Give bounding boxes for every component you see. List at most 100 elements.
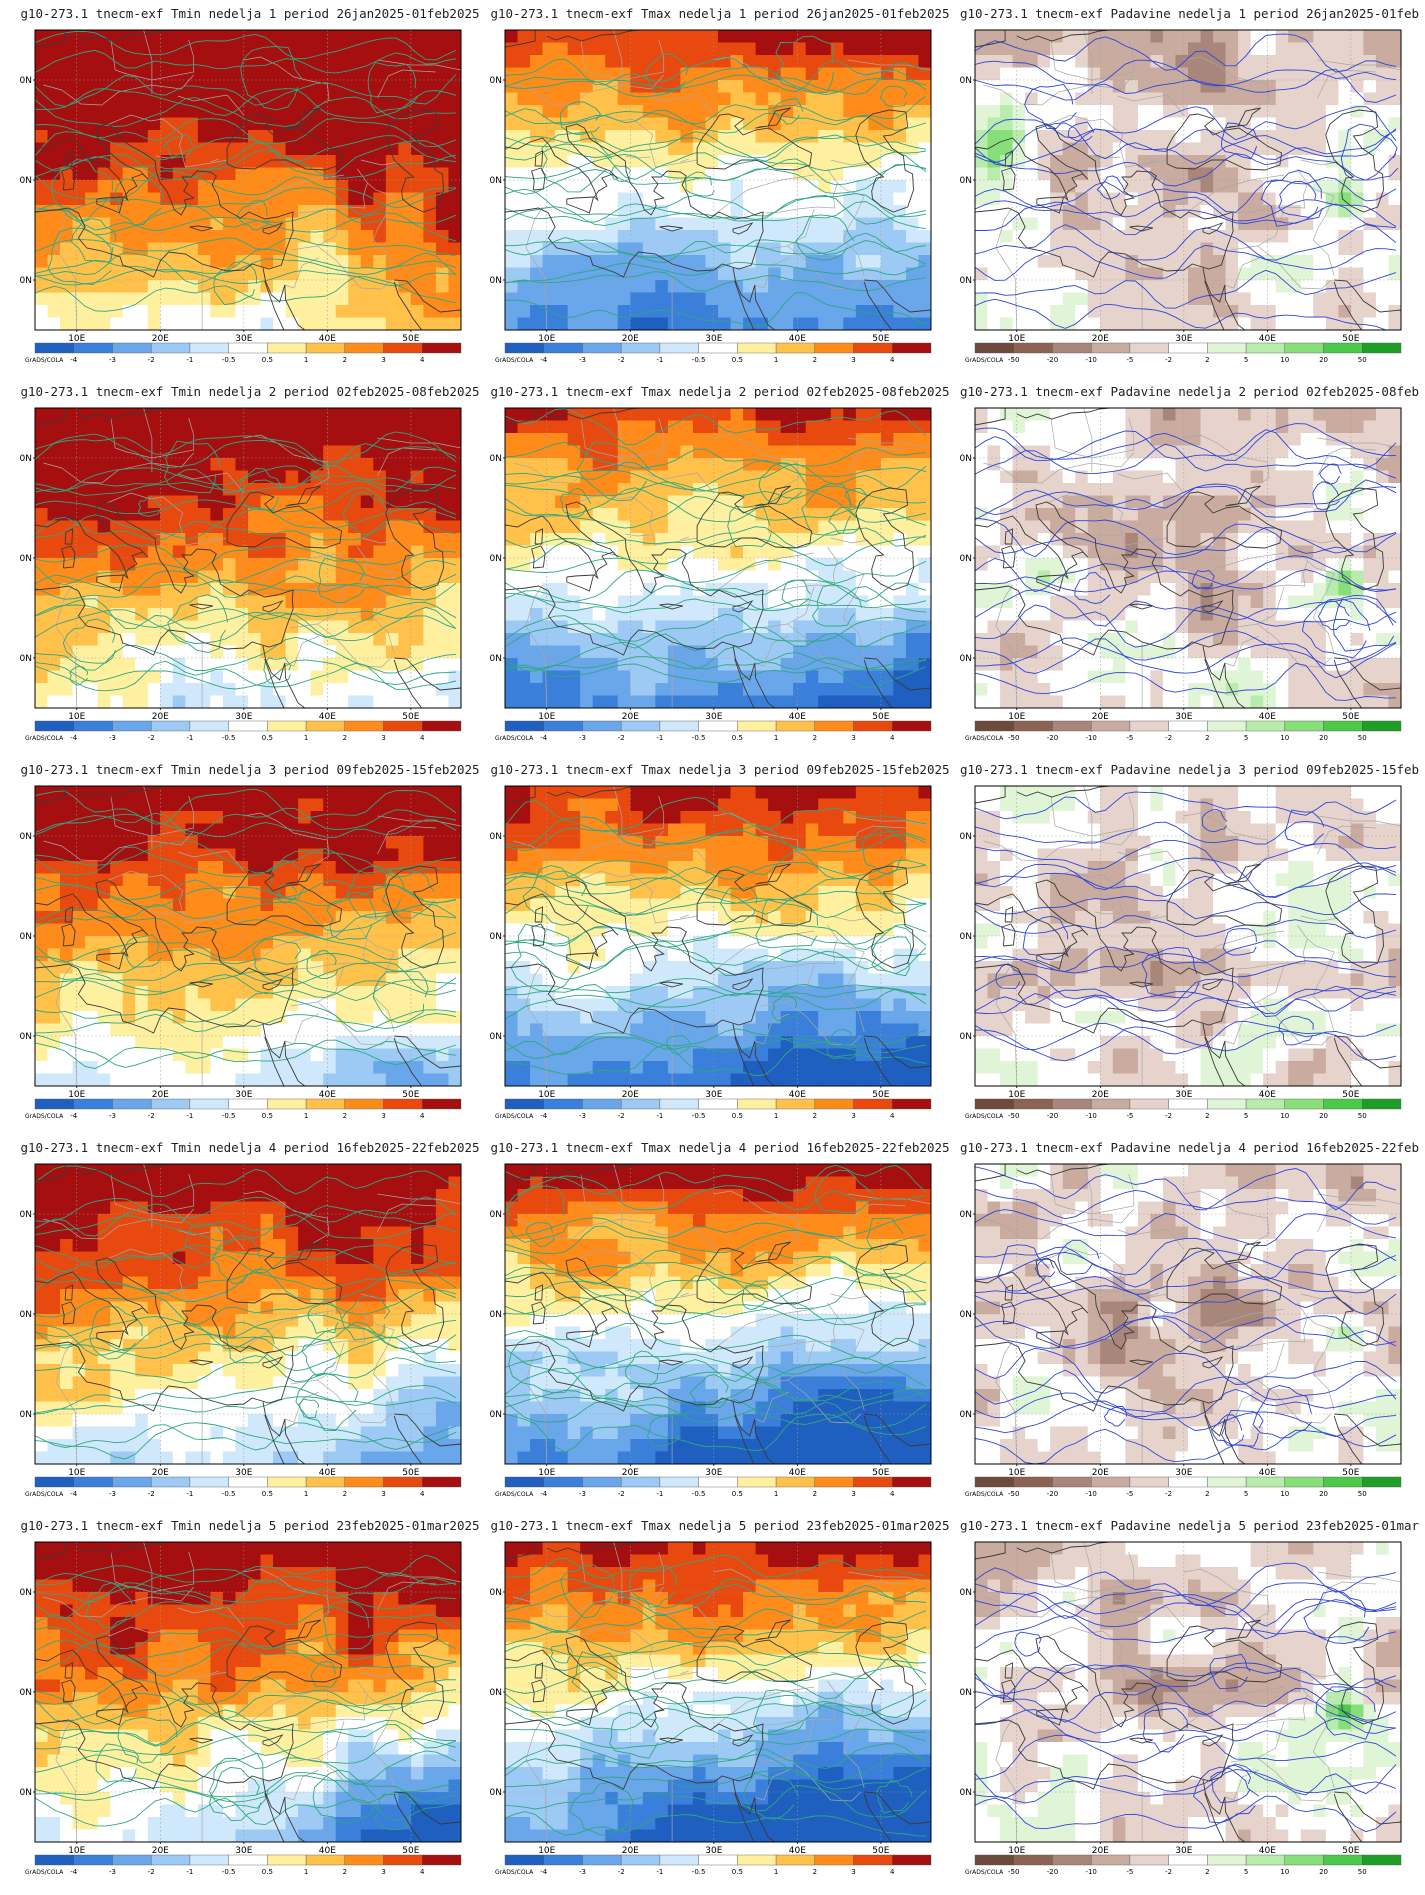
colorbar-tick-label: -1 — [186, 1868, 193, 1876]
longitude-label: 20E — [152, 1846, 169, 1856]
colorbar-tick-label: 1 — [774, 1112, 778, 1120]
latitude-label: 30N — [20, 1410, 32, 1420]
map-canvas: 50N 40N 30N 10E 20E 30E 40E 50E -4 -3 -2 -1 -0.5 0.5 1… — [20, 1541, 462, 1876]
colorbar-swatch — [112, 720, 152, 732]
colorbar-swatch — [228, 1098, 268, 1110]
colorbar-swatch — [344, 720, 384, 732]
latitude-label: 50N — [490, 76, 502, 86]
colorbar-swatch — [1129, 1098, 1169, 1110]
colorbar-swatch — [1090, 1098, 1131, 1110]
colorbar-tick-label: -2 — [1165, 1868, 1172, 1876]
contour-lines — [975, 1562, 1397, 1833]
colorbar-swatch — [1245, 1854, 1286, 1866]
colorbar-swatch — [1168, 720, 1208, 732]
colorbar-swatch — [698, 720, 738, 732]
colorbar-tick-label: -3 — [579, 1868, 586, 1876]
colorbar-swatch — [267, 342, 307, 354]
colorbar: -4 -3 -2 -1 -0.5 0.5 1 2 3 4 GrADS/COLA — [495, 342, 932, 364]
colorbar-swatch — [422, 720, 462, 732]
colorbar-swatch — [1129, 720, 1169, 732]
colorbar-tick-label: -4 — [70, 1112, 78, 1120]
colorbar: -4 -3 -2 -1 -0.5 0.5 1 2 3 4 GrADS/COLA — [495, 1098, 932, 1120]
colorbar-swatch — [659, 720, 699, 732]
colorbar-swatch — [698, 1476, 738, 1488]
colorbar-swatch — [974, 1476, 1014, 1488]
colorbar-tick-label: 10 — [1280, 1868, 1289, 1876]
colorbar-tick-label: 4 — [420, 1868, 425, 1876]
colorbar-swatch — [189, 1854, 229, 1866]
colorbar-tick-label: 2 — [813, 1112, 817, 1120]
colorbar-tick-label: -2 — [1165, 1112, 1172, 1120]
latitude-label: 50N — [20, 454, 32, 464]
colorbar-swatch — [892, 1476, 932, 1488]
colorbar-swatch — [150, 1854, 191, 1866]
colorbar-tick-label: 3 — [851, 1490, 855, 1498]
map-panel-tmin-week-3: g10-273.1 tnecm-exf Tmin nedelja 3 perio… — [20, 756, 480, 1126]
colorbar-tick-label: 3 — [851, 734, 855, 742]
colorbar-swatch — [112, 1476, 152, 1488]
longitude-label: 20E — [152, 334, 169, 344]
coastlines — [35, 30, 461, 330]
colorbar-tick-label: 4 — [420, 1490, 425, 1498]
colorbar-swatch — [73, 1098, 113, 1110]
colorbar-swatch — [853, 1476, 893, 1488]
colorbar-swatch — [1245, 1098, 1286, 1110]
coastlines — [505, 1164, 931, 1464]
panel-title: g10-273.1 tnecm-exf Tmax nedelja 1 perio… — [490, 6, 950, 21]
colorbar-swatch — [73, 720, 113, 732]
colorbar-swatch — [1362, 1476, 1402, 1488]
latitude-label: 50N — [960, 1210, 972, 1220]
colorbar-swatch — [698, 1098, 738, 1110]
colorbar-swatch — [383, 1098, 423, 1110]
longitude-label: 20E — [622, 1846, 639, 1856]
colorbar-tick-label: 20 — [1319, 1490, 1328, 1498]
colorbar-swatch — [775, 1854, 816, 1866]
colorbar-swatch — [1245, 1476, 1286, 1488]
colorbar-tick-label: 20 — [1319, 1868, 1328, 1876]
colorbar-swatch — [620, 720, 661, 732]
panel-title: g10-273.1 tnecm-exf Padavine nedelja 1 p… — [960, 6, 1420, 21]
map-canvas: 50N 40N 30N 10E 20E 30E 40E 50E -50 -20 -10 -5 -2 2 5 1… — [960, 29, 1402, 364]
colorbar-swatch — [1284, 720, 1324, 732]
colorbar-swatch — [659, 1476, 699, 1488]
longitude-label: 10E — [538, 1846, 555, 1856]
colorbar-swatch — [582, 1854, 622, 1866]
coastlines — [975, 408, 1401, 708]
longitude-label: 30E — [705, 334, 722, 344]
grads-credit-label: GrADS/COLA — [965, 1869, 1004, 1876]
colorbar-tick-label: -1 — [186, 1490, 193, 1498]
colorbar-tick-label: -3 — [109, 1868, 116, 1876]
latitude-label: 40N — [960, 176, 972, 186]
colorbar-swatch — [775, 342, 816, 354]
colorbar-tick-label: 5 — [1244, 1868, 1248, 1876]
colorbar-swatch — [1323, 1854, 1363, 1866]
latitude-label: 40N — [20, 932, 32, 942]
colorbar-swatch — [1323, 1476, 1363, 1488]
longitude-label: 40E — [789, 1846, 806, 1856]
panel-title: g10-273.1 tnecm-exf Tmax nedelja 4 perio… — [490, 1140, 950, 1155]
colorbar-swatch — [228, 720, 268, 732]
colorbar-swatch — [305, 1098, 346, 1110]
longitude-label: 30E — [1175, 712, 1192, 722]
colorbar-tick-label: 1 — [774, 1490, 778, 1498]
colorbar-tick-label: 0.5 — [262, 1112, 273, 1120]
longitude-label: 40E — [1259, 1090, 1276, 1100]
colorbar-tick-label: 50 — [1358, 356, 1367, 364]
colorbar-swatch — [1207, 720, 1247, 732]
colorbar-tick-label: 10 — [1280, 1112, 1289, 1120]
colorbar-tick-label: -1 — [186, 734, 193, 742]
latitude-label: 40N — [490, 932, 502, 942]
contour-lines — [975, 423, 1397, 701]
colorbar: -4 -3 -2 -1 -0.5 0.5 1 2 3 4 GrADS/COLA — [495, 1476, 932, 1498]
longitude-label: 40E — [319, 1468, 336, 1478]
latitude-label: 40N — [490, 176, 502, 186]
longitude-label: 50E — [1342, 334, 1359, 344]
colorbar-swatch — [620, 342, 661, 354]
panel-title: g10-273.1 tnecm-exf Tmin nedelja 4 perio… — [20, 1140, 480, 1155]
contour-lines — [505, 796, 927, 1077]
colorbar-swatch — [189, 1476, 229, 1488]
map-panel-tmax-week-4: g10-273.1 tnecm-exf Tmax nedelja 4 perio… — [490, 1134, 950, 1504]
colorbar-swatch — [1168, 1854, 1208, 1866]
colorbar-tick-label: 4 — [420, 734, 425, 742]
colorbar: -50 -20 -10 -5 -2 2 5 10 20 50 GrADS/COLA — [965, 1098, 1402, 1120]
